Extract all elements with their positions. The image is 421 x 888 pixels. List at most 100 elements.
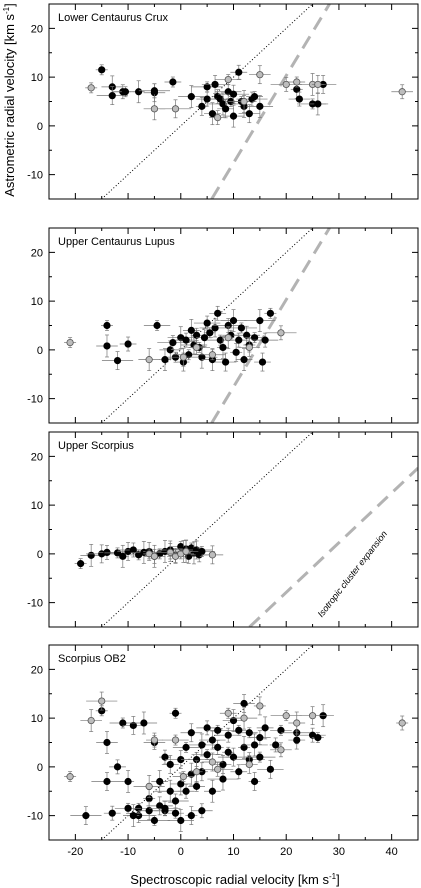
marker [171, 709, 180, 717]
data-point [167, 807, 184, 819]
filled-series [74, 539, 216, 569]
marker [277, 726, 285, 734]
x-tick-label: 10 [227, 846, 239, 858]
data-point [188, 781, 205, 792]
data-point [91, 772, 123, 791]
data-point [180, 723, 203, 743]
data-point [95, 705, 108, 717]
marker [203, 724, 211, 732]
marker [198, 102, 206, 110]
data-point [86, 691, 118, 711]
data-point [204, 779, 221, 803]
data-point [80, 709, 102, 732]
y-tick-label: 0 [37, 549, 43, 561]
plot-frame [48, 431, 419, 628]
data-point [173, 349, 205, 361]
data-point [256, 716, 274, 740]
marker [66, 338, 74, 347]
data-point [190, 327, 203, 343]
isotropic-expansion-label: Isotropic cluster expansion [316, 529, 389, 619]
data-point [143, 320, 171, 331]
marker [121, 88, 130, 96]
marker [169, 78, 177, 86]
marker [169, 338, 177, 347]
data-point [209, 110, 227, 125]
data-point [130, 711, 158, 735]
data-point [157, 335, 189, 350]
marker [203, 95, 211, 103]
marker [208, 787, 217, 795]
data-point [217, 99, 234, 119]
data-point [288, 76, 306, 88]
marker [171, 736, 180, 744]
marker [166, 760, 174, 769]
marker [182, 743, 190, 751]
marker [153, 321, 161, 330]
data-point [172, 742, 200, 753]
data-point [109, 759, 126, 775]
data-point [190, 760, 203, 784]
data-point [215, 84, 242, 100]
marker [179, 353, 188, 361]
data-point [217, 747, 250, 767]
marker [198, 547, 206, 556]
marker [240, 714, 248, 722]
data-point [257, 759, 284, 779]
panel-title: Upper Centaurus Lupus [58, 236, 175, 248]
marker [77, 560, 85, 568]
data-point [233, 694, 255, 713]
data-point [167, 548, 194, 560]
data-point [270, 724, 292, 736]
data-point [243, 332, 266, 344]
marker [398, 88, 406, 96]
marker [145, 782, 153, 790]
data-point [185, 806, 198, 825]
data-point [138, 801, 160, 821]
marker [187, 812, 195, 820]
marker [187, 93, 195, 101]
marker [229, 317, 238, 325]
marker [256, 734, 264, 742]
open-series [64, 691, 409, 798]
marker [221, 105, 230, 113]
marker [66, 773, 74, 781]
marker [219, 343, 227, 352]
y-tick-label: 10 [31, 500, 43, 512]
data-point [207, 92, 239, 116]
marker [272, 741, 280, 749]
data-point [86, 544, 118, 564]
y-tick-label: 20 [31, 247, 43, 259]
data-point [202, 761, 234, 777]
marker [113, 356, 122, 365]
data-point [201, 75, 229, 94]
marker [103, 738, 111, 747]
open-series [64, 325, 297, 371]
marker [203, 751, 211, 759]
marker [150, 736, 159, 744]
data-point [246, 95, 274, 118]
data-point [244, 309, 276, 332]
data-point [191, 81, 223, 93]
marker [187, 729, 195, 737]
marker [129, 546, 137, 554]
y-tick-label: 0 [37, 345, 43, 357]
marker [103, 548, 111, 557]
marker [282, 712, 290, 720]
marker [243, 331, 251, 339]
isotropic-expansion-line [210, 4, 331, 199]
data-point [311, 732, 324, 743]
data-point [215, 74, 242, 85]
y-tick-label: 10 [31, 296, 43, 308]
data-point [309, 92, 327, 116]
data-point [138, 815, 171, 826]
data-point [161, 755, 179, 774]
marker [161, 753, 169, 761]
marker [214, 765, 222, 773]
marker [235, 726, 243, 734]
marker [232, 348, 240, 356]
data-point [251, 332, 279, 348]
data-point [96, 731, 118, 754]
y-tick-label: 10 [31, 72, 43, 84]
marker [314, 80, 322, 89]
